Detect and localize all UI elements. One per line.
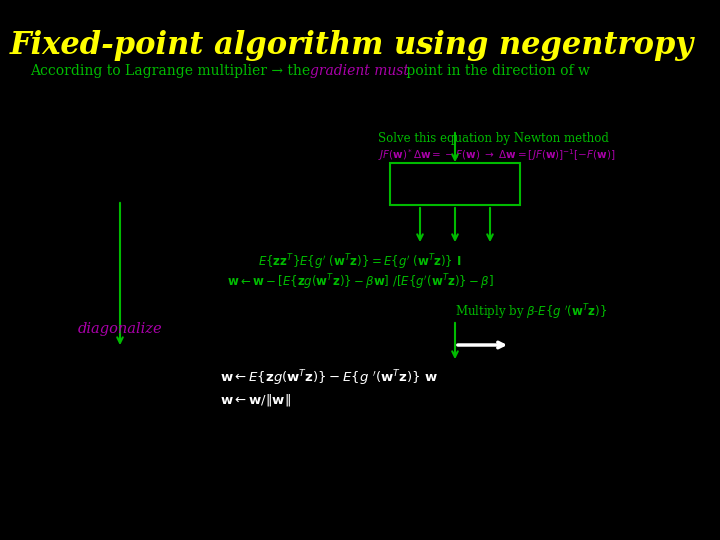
Text: $E\{\mathbf{zz}^T\}E\{g'\ (\mathbf{w}^T\mathbf{z})\} = E\{g'\ (\mathbf{w}^T\math: $E\{\mathbf{zz}^T\}E\{g'\ (\mathbf{w}^T\… xyxy=(258,252,462,272)
Text: $JF(\mathbf{w})^*\Delta\mathbf{w} = -F(\mathbf{w})\ \rightarrow\ \Delta\mathbf{w: $JF(\mathbf{w})^*\Delta\mathbf{w} = -F(\… xyxy=(378,147,616,163)
Bar xyxy=(390,163,520,205)
Text: Multiply by $\beta$-$E\{g\ '(\mathbf{w}^T\mathbf{z})\}$: Multiply by $\beta$-$E\{g\ '(\mathbf{w}^… xyxy=(455,302,607,322)
Text: point in the direction of w: point in the direction of w xyxy=(402,64,590,78)
Text: Fixed-point algorithm using negentropy: Fixed-point algorithm using negentropy xyxy=(10,30,694,61)
Text: $\mathbf{w} \leftarrow \mathbf{w}/\|\mathbf{w}\|$: $\mathbf{w} \leftarrow \mathbf{w}/\|\mat… xyxy=(220,392,291,408)
Text: gradient must: gradient must xyxy=(310,64,409,78)
Text: According to Lagrange multiplier → the: According to Lagrange multiplier → the xyxy=(30,64,315,78)
Text: $\mathbf{w} \leftarrow E\{\mathbf{z}g(\mathbf{w}^T\mathbf{z})\} - E\{g\ '(\mathb: $\mathbf{w} \leftarrow E\{\mathbf{z}g(\m… xyxy=(220,368,438,388)
Text: $\mathbf{w} \leftarrow \mathbf{w} - [E\{\mathbf{z}g(\mathbf{w}^T\mathbf{z})\} - : $\mathbf{w} \leftarrow \mathbf{w} - [E\{… xyxy=(227,272,493,292)
Text: diagonalize: diagonalize xyxy=(78,322,162,336)
Text: Solve this equation by Newton method: Solve this equation by Newton method xyxy=(378,132,609,145)
